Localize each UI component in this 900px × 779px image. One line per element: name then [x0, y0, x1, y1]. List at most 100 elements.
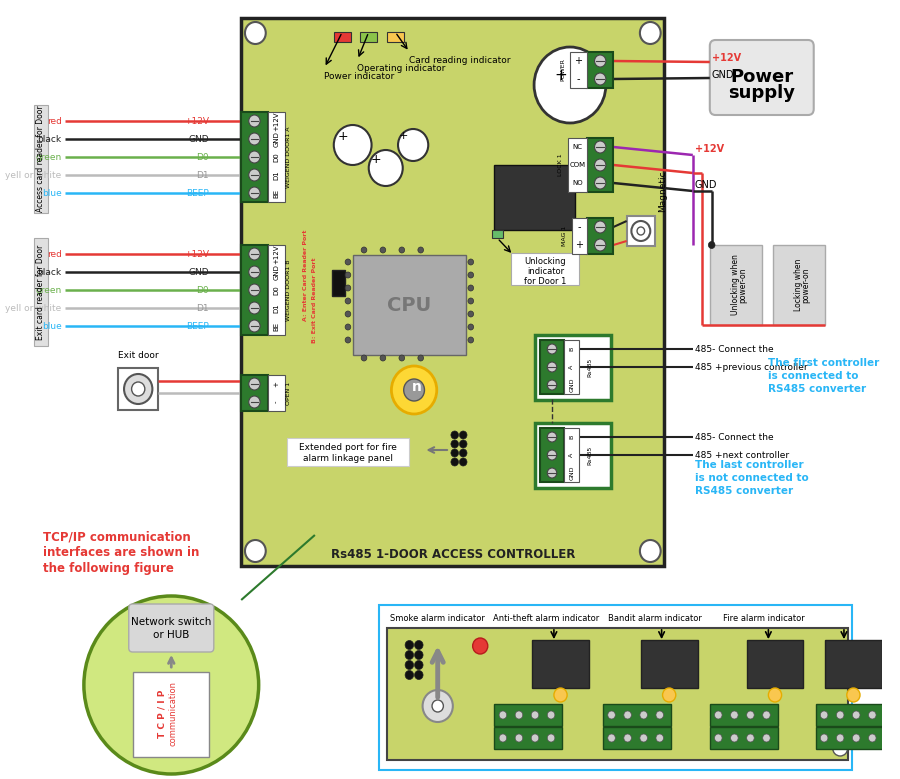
Circle shape: [451, 431, 458, 439]
Circle shape: [608, 734, 616, 742]
Circle shape: [459, 458, 467, 466]
Text: T C P / I P: T C P / I P: [158, 690, 166, 738]
Circle shape: [451, 458, 458, 466]
Circle shape: [608, 711, 616, 719]
Bar: [773, 245, 825, 325]
Circle shape: [852, 734, 860, 742]
Text: B: B: [570, 347, 574, 351]
Circle shape: [404, 379, 425, 401]
Bar: [334, 32, 351, 42]
Circle shape: [345, 259, 351, 265]
Circle shape: [832, 740, 848, 756]
Circle shape: [248, 284, 260, 296]
Circle shape: [423, 690, 453, 722]
Circle shape: [515, 711, 523, 719]
Circle shape: [405, 650, 414, 660]
Circle shape: [820, 734, 828, 742]
Bar: [564, 340, 580, 394]
Circle shape: [547, 344, 557, 354]
Circle shape: [531, 711, 539, 719]
Text: WEIGEND DOOR1 B: WEIGEND DOOR1 B: [286, 259, 291, 321]
Text: +: +: [554, 68, 567, 83]
Text: +12V: +12V: [184, 249, 209, 259]
Circle shape: [836, 734, 844, 742]
Text: Fire alarm indicator: Fire alarm indicator: [723, 614, 805, 623]
Circle shape: [708, 241, 715, 249]
Circle shape: [415, 671, 423, 679]
Bar: [267, 375, 284, 411]
Circle shape: [468, 272, 473, 278]
Circle shape: [468, 298, 473, 304]
FancyBboxPatch shape: [129, 604, 214, 652]
Bar: [241, 18, 664, 566]
Bar: [241, 245, 267, 335]
Circle shape: [345, 298, 351, 304]
Circle shape: [547, 432, 557, 442]
Circle shape: [820, 711, 828, 719]
Circle shape: [418, 247, 424, 253]
Text: -: -: [273, 400, 279, 404]
Circle shape: [392, 366, 436, 414]
Circle shape: [248, 396, 260, 408]
Circle shape: [531, 734, 539, 742]
Text: black: black: [38, 135, 62, 143]
Text: GND: GND: [273, 131, 279, 147]
Circle shape: [131, 382, 145, 396]
Text: Extended port for fire: Extended port for fire: [299, 442, 397, 452]
Bar: [572, 218, 587, 254]
Text: D1: D1: [273, 303, 279, 313]
Text: A: A: [570, 453, 574, 457]
Circle shape: [334, 125, 372, 165]
Circle shape: [640, 540, 661, 562]
Bar: [603, 704, 671, 726]
Circle shape: [624, 711, 632, 719]
Circle shape: [515, 734, 523, 742]
Circle shape: [451, 440, 458, 448]
Circle shape: [345, 324, 351, 330]
Text: BE: BE: [273, 322, 279, 330]
Bar: [540, 428, 564, 482]
Text: +: +: [273, 381, 279, 387]
Circle shape: [547, 380, 557, 390]
Circle shape: [415, 661, 423, 669]
Bar: [267, 245, 284, 335]
Bar: [241, 375, 267, 411]
Text: 485- Connect the: 485- Connect the: [695, 344, 773, 354]
Text: Smoke alarm indicator: Smoke alarm indicator: [391, 614, 485, 623]
Text: +: +: [575, 240, 583, 250]
Circle shape: [398, 129, 428, 161]
Circle shape: [847, 688, 860, 702]
Circle shape: [547, 734, 555, 742]
Circle shape: [248, 302, 260, 314]
Text: +12V: +12V: [273, 245, 279, 264]
Text: GND: GND: [695, 180, 717, 190]
Circle shape: [399, 247, 405, 253]
Text: +: +: [399, 131, 409, 141]
Text: green: green: [35, 285, 62, 294]
Text: Rs485 1-DOOR ACCESS CONTROLLER: Rs485 1-DOOR ACCESS CONTROLLER: [330, 548, 575, 561]
Bar: [710, 727, 778, 749]
Text: blue: blue: [42, 322, 62, 330]
Circle shape: [459, 440, 467, 448]
Circle shape: [640, 711, 647, 719]
Circle shape: [468, 337, 473, 343]
Bar: [587, 138, 614, 192]
Circle shape: [399, 355, 405, 361]
Text: D0: D0: [273, 152, 279, 162]
Bar: [379, 605, 851, 770]
Circle shape: [715, 711, 722, 719]
Text: red: red: [47, 249, 62, 259]
Circle shape: [432, 700, 444, 712]
Text: power-on: power-on: [802, 267, 811, 303]
Circle shape: [468, 259, 473, 265]
Circle shape: [369, 150, 402, 186]
Bar: [34, 105, 48, 213]
Text: 485- Connect the: 485- Connect the: [695, 432, 773, 442]
Text: Network switch: Network switch: [131, 617, 212, 627]
Circle shape: [451, 449, 458, 457]
Bar: [532, 640, 589, 688]
Text: is connected to: is connected to: [769, 371, 859, 381]
Text: +12V: +12V: [184, 117, 209, 125]
Text: NC: NC: [572, 144, 582, 150]
Circle shape: [361, 355, 367, 361]
